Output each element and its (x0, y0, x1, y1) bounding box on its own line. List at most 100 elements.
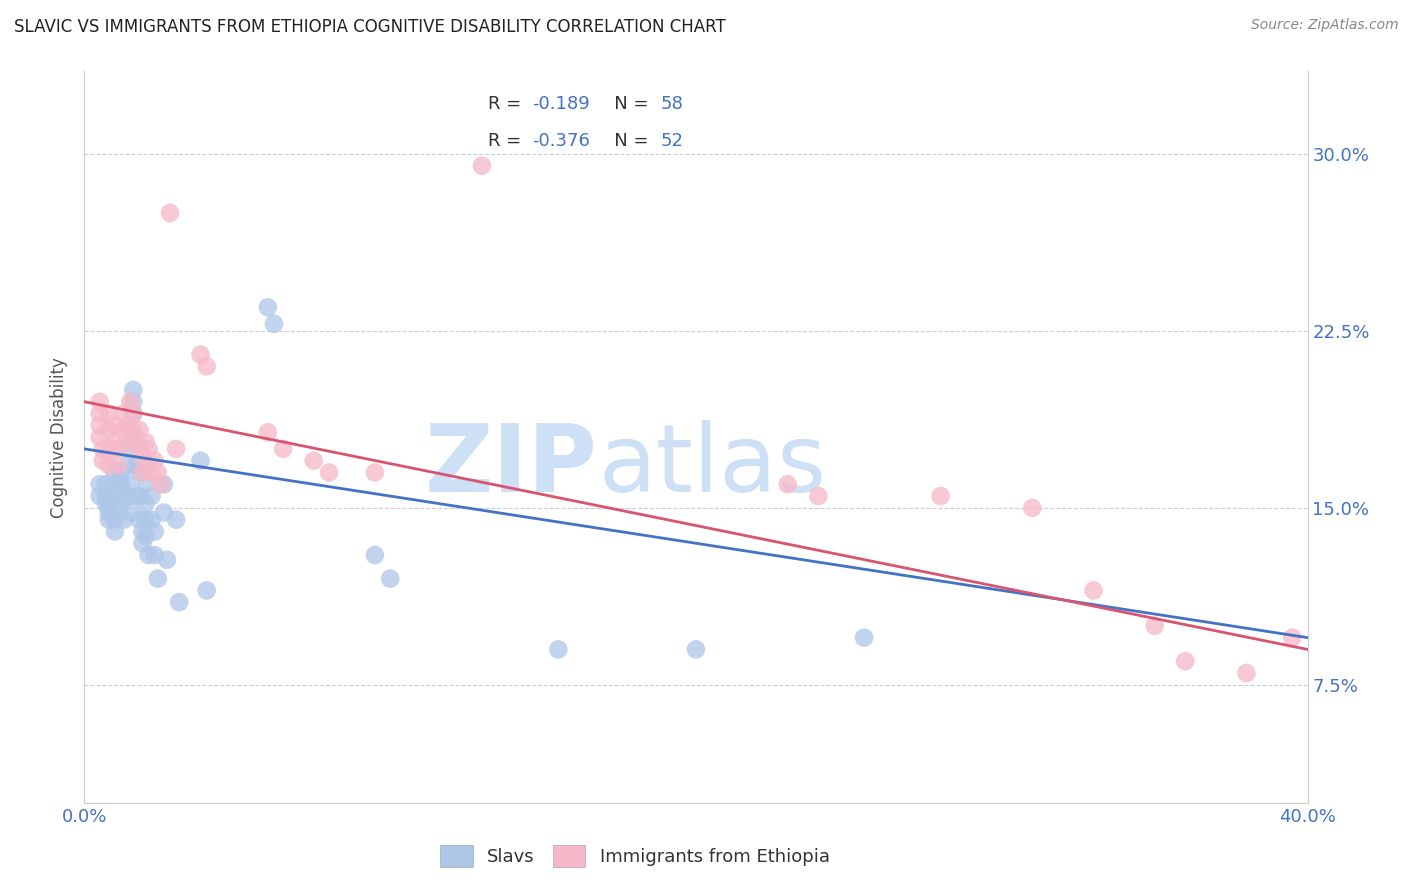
Point (125, 458, 148, 473)
Point (302, 453, 325, 467)
Point (271, 442, 294, 456)
Point (135, 496, 157, 510)
Text: atlas: atlas (598, 420, 827, 512)
Point (115, 489, 138, 503)
Point (128, 489, 150, 503)
Point (89, 394, 111, 409)
Point (110, 484, 132, 499)
Point (122, 407, 145, 421)
Point (149, 477, 172, 491)
Text: R =: R = (488, 132, 527, 150)
Point (104, 477, 127, 491)
Point (122, 407, 145, 421)
Point (110, 477, 132, 491)
Text: R =: R = (488, 95, 527, 113)
Point (97, 423, 120, 437)
Point (115, 418, 138, 433)
Point (141, 513, 163, 527)
Text: N =: N = (596, 132, 654, 150)
Y-axis label: Cognitive Disability: Cognitive Disability (51, 357, 69, 517)
Point (141, 489, 163, 503)
Point (143, 453, 166, 467)
Point (112, 407, 135, 421)
Text: ZIP: ZIP (425, 420, 598, 512)
Point (110, 466, 132, 480)
Point (807, 489, 830, 503)
Point (104, 513, 127, 527)
Point (112, 423, 135, 437)
Text: -0.189: -0.189 (531, 95, 589, 113)
Point (91, 453, 114, 467)
Point (263, 317, 285, 331)
Point (153, 506, 176, 520)
Point (89, 477, 111, 491)
Point (128, 466, 150, 480)
Point (107, 442, 129, 456)
Point (138, 442, 160, 456)
Point (131, 524, 153, 539)
Point (1021, 500, 1043, 515)
Text: N =: N = (596, 95, 654, 113)
Point (125, 434, 148, 449)
Point (776, 477, 799, 491)
Point (131, 466, 153, 480)
Point (104, 489, 127, 503)
Point (115, 442, 138, 456)
Point (131, 536, 153, 550)
Legend: Slavs, Immigrants from Ethiopia: Slavs, Immigrants from Ethiopia (433, 838, 837, 874)
Point (156, 553, 179, 567)
Point (1174, 654, 1197, 668)
Point (125, 489, 148, 503)
Point (89, 407, 111, 421)
Text: 58: 58 (661, 95, 683, 113)
Point (107, 458, 129, 473)
Point (138, 458, 160, 473)
Point (128, 442, 150, 456)
Point (364, 548, 387, 562)
Point (122, 430, 145, 444)
Point (135, 434, 157, 449)
Point (165, 513, 187, 527)
Point (104, 500, 127, 515)
Point (97, 458, 120, 473)
Point (110, 496, 132, 510)
Point (135, 477, 157, 491)
Point (104, 524, 127, 539)
Point (853, 631, 876, 645)
Point (135, 529, 157, 543)
Point (471, 159, 494, 173)
Point (195, 583, 218, 598)
Point (138, 548, 160, 562)
Point (94, 496, 117, 510)
Point (120, 394, 142, 409)
Point (364, 466, 387, 480)
Point (1236, 666, 1258, 681)
Point (547, 642, 569, 657)
Point (1083, 583, 1105, 598)
Point (1143, 619, 1166, 633)
Point (159, 206, 181, 220)
Point (97, 442, 120, 456)
Point (165, 442, 187, 456)
Point (104, 418, 127, 433)
Point (89, 489, 111, 503)
Point (685, 642, 707, 657)
Point (94, 477, 117, 491)
Text: 52: 52 (661, 132, 685, 150)
Point (1281, 631, 1303, 645)
Point (91, 442, 114, 456)
Point (97, 407, 120, 421)
Point (120, 506, 142, 520)
Text: Source: ZipAtlas.com: Source: ZipAtlas.com (1251, 18, 1399, 32)
Point (167, 595, 190, 609)
Point (104, 434, 127, 449)
Point (122, 394, 145, 409)
Point (143, 524, 166, 539)
Point (97, 513, 120, 527)
Point (115, 477, 138, 491)
Point (190, 347, 212, 361)
Point (257, 301, 280, 315)
Point (89, 430, 111, 444)
Point (195, 359, 218, 374)
Point (97, 506, 120, 520)
